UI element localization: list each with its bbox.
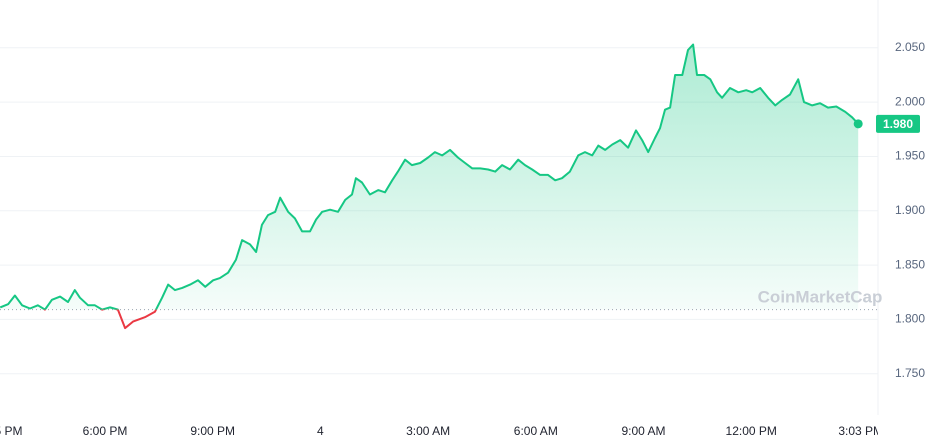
y-tick-label: 1.950 (895, 149, 925, 163)
x-tick-label: 9:00 AM (621, 424, 665, 438)
x-tick-label: 3:00 AM (406, 424, 450, 438)
x-tick-label: 6:00 PM (83, 424, 128, 438)
price-badge-label: 1.980 (883, 117, 913, 131)
y-tick-label: 1.750 (895, 366, 925, 380)
x-tick-label: 3:05 PM (0, 424, 23, 438)
y-tick-label: 1.900 (895, 203, 925, 217)
y-axis: 1.750 1.800 1.850 1.900 1.950 2.000 2.050 (895, 40, 925, 380)
price-line-below (43, 309, 158, 330)
watermark: CoinMarketCap (758, 287, 883, 306)
last-point (853, 119, 863, 129)
y-tick-label: 1.850 (895, 257, 925, 271)
plot: 3:05 PM 6:00 PM 9:00 PM 4 3:00 AM 6:00 AM 9:00… (0, 43, 883, 438)
price-line (0, 43, 859, 310)
x-tick-label: 3:03 PM (838, 424, 883, 438)
y-tick-label: 1.800 (895, 312, 925, 326)
price-badge (876, 114, 920, 133)
area (0, 44, 859, 310)
x-tick-label: 9:00 PM (190, 424, 235, 438)
y-tick-label: 2.000 (895, 94, 925, 108)
x-tick-label: 12:00 PM (726, 424, 777, 438)
x-tick-label: 6:00 AM (514, 424, 558, 438)
y-tick-label: 2.050 (895, 40, 925, 54)
x-tick-label: 4 (317, 424, 324, 438)
